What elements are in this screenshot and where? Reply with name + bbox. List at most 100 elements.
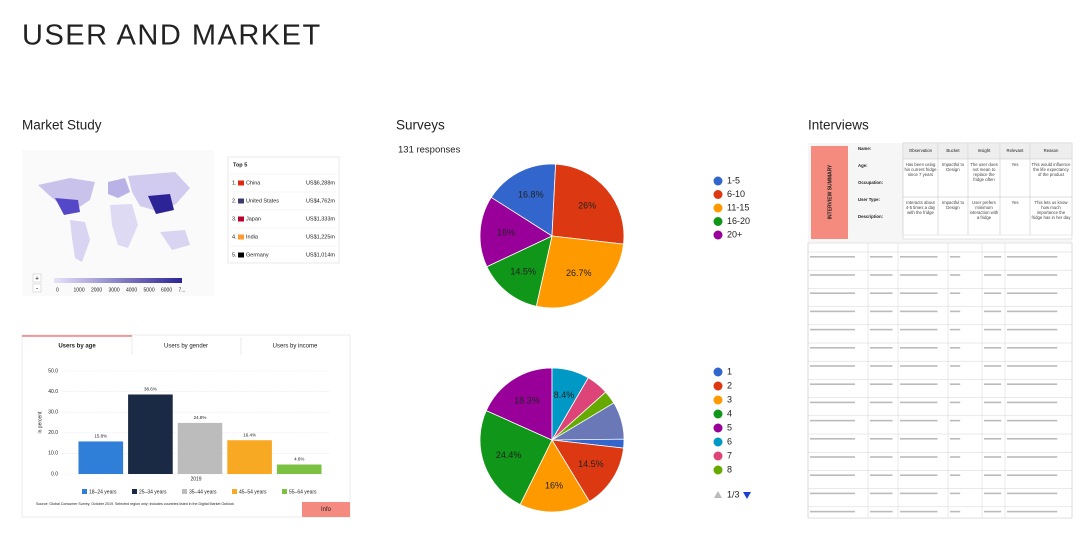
page-prev[interactable] — [714, 491, 722, 498]
pie-slice — [535, 235, 624, 309]
summary-card — [811, 146, 848, 239]
cell-box: Interacts about 4-5 times a day with the… — [906, 200, 935, 215]
legend-dot — [713, 409, 723, 419]
slide-title: USER AND MARKET — [22, 20, 322, 52]
text-placeholder — [1007, 310, 1058, 313]
bar-value-label: 15.8% — [94, 434, 107, 439]
field-label: Age: — [858, 163, 868, 168]
cell-box: User prefers minimum interaction with a … — [969, 200, 999, 220]
text-placeholder — [1007, 365, 1058, 367]
legend-dot — [713, 190, 723, 199]
continent — [110, 204, 138, 248]
legend-dot — [713, 203, 723, 213]
text-placeholder — [900, 401, 938, 404]
legend-label: 16-20 — [727, 216, 750, 226]
text-placeholder — [810, 419, 855, 422]
text-placeholder — [1007, 438, 1058, 440]
x-tick-label: 2019 — [190, 476, 201, 482]
text-placeholder — [900, 492, 938, 495]
text-placeholder — [900, 438, 938, 440]
text-placeholder — [810, 438, 855, 440]
pie-slice — [551, 391, 615, 441]
legend-label: 3 — [727, 394, 732, 404]
text-placeholder — [984, 419, 1002, 422]
scale-label: 1000 — [74, 287, 85, 293]
tab[interactable]: Users by gender — [164, 344, 208, 350]
legend-dot — [713, 437, 723, 447]
y-tick-label: 20.0 — [48, 430, 58, 436]
zoom-in[interactable]: + — [35, 275, 39, 282]
page-next[interactable] — [743, 492, 751, 499]
zoom-button[interactable] — [32, 273, 42, 283]
text-placeholder — [900, 510, 938, 513]
bar — [227, 440, 272, 474]
field-label: Occupation: — [858, 180, 884, 185]
y-tick-label: 50.0 — [48, 368, 58, 374]
text-placeholder — [1007, 256, 1058, 258]
text-placeholder — [984, 256, 1002, 258]
table-cell: Yes — [1011, 200, 1019, 205]
text-placeholder — [810, 510, 855, 513]
legend-dot — [713, 451, 723, 461]
zoom-button[interactable] — [32, 283, 42, 293]
continent — [108, 178, 130, 198]
zoom-out[interactable]: - — [36, 285, 39, 292]
scale-label: 3000 — [109, 287, 120, 293]
world-map: + - — [22, 150, 214, 296]
legend-label: 20+ — [727, 229, 742, 239]
text-placeholder — [1007, 474, 1058, 476]
text-placeholder — [984, 347, 1002, 349]
legend-label: 4 — [727, 408, 732, 418]
info-label[interactable]: Info — [321, 507, 332, 513]
text-placeholder — [950, 456, 961, 458]
rank: 3. — [232, 216, 237, 222]
y-tick-label: 40.0 — [48, 389, 58, 395]
y-tick-label: 30.0 — [48, 410, 58, 416]
field-label: User Type: — [858, 197, 880, 202]
table-cell: User prefers minimum interaction with a … — [969, 200, 999, 220]
text-placeholder — [870, 510, 893, 513]
text-placeholder — [810, 365, 855, 367]
text-placeholder — [950, 383, 961, 385]
text-placeholder — [810, 256, 855, 258]
text-placeholder — [810, 274, 855, 276]
text-placeholder — [1007, 328, 1058, 331]
text-placeholder — [1007, 347, 1058, 349]
slice-label: 26% — [578, 201, 596, 211]
card-title: INTERVIEW SUMMARY — [827, 164, 833, 219]
text-placeholder — [1007, 419, 1058, 422]
text-placeholder — [870, 419, 893, 422]
tab[interactable]: Users by income — [273, 344, 318, 350]
scale-label: 2000 — [91, 287, 102, 293]
text-placeholder — [900, 256, 938, 258]
text-placeholder — [984, 310, 1002, 313]
flag — [238, 198, 244, 204]
continent — [148, 194, 174, 214]
text-placeholder — [1007, 401, 1058, 404]
text-placeholder — [984, 365, 1002, 367]
info-button[interactable] — [302, 502, 350, 517]
scale-label: 6000 — [161, 287, 172, 293]
section-heading: Market Study — [22, 118, 102, 133]
rank: 1. — [232, 180, 237, 186]
header-label: Bucket — [946, 148, 960, 153]
slice-label: 8.4% — [554, 390, 575, 400]
tab[interactable]: Users by age — [58, 344, 96, 350]
legend-label: 6 — [727, 436, 732, 446]
text-placeholder — [1007, 292, 1058, 294]
text-placeholder — [810, 383, 855, 385]
legend-dot — [713, 217, 723, 226]
text-placeholder — [950, 347, 961, 349]
table-cell: This would influence the life expectancy… — [1031, 162, 1071, 177]
pie-slice — [479, 196, 553, 268]
text-placeholder — [870, 438, 893, 440]
source-note: Source: Global Consumer Survey, October … — [36, 502, 234, 506]
cell-box: Has been using his current fridge since … — [904, 162, 936, 177]
country: India — [246, 234, 259, 240]
y-tick-label: 10.0 — [48, 451, 58, 457]
slice-label: 18.3% — [514, 396, 540, 406]
text-placeholder — [1007, 456, 1058, 458]
rank: 4. — [232, 234, 237, 240]
scale-label: 0 — [56, 287, 59, 293]
text-placeholder — [810, 292, 855, 294]
